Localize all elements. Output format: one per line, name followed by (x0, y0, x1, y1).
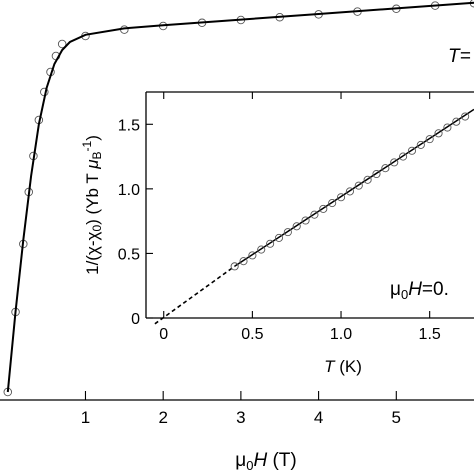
inset-data-point (425, 135, 434, 144)
inset-fit-line (234, 108, 474, 267)
inset-data-point (399, 152, 408, 161)
inset-data-point (416, 140, 425, 149)
main-data-point (57, 39, 67, 49)
inset-data-point (381, 164, 390, 173)
inset-data-point (248, 251, 257, 260)
inset-annotation: μ0H=0. (390, 279, 449, 302)
main-annotation: T= (448, 46, 471, 67)
inset-data-point (328, 199, 337, 208)
inset-panel: 0 0.5 1.0 1.5 0 0.5 1.0 1.5 T (K) 1/(χ-χ0) (Yb… (80, 91, 474, 376)
inset-y-ticks: 0 0.5 1.0 1.5 (118, 117, 153, 328)
inset-extrapolation-line (154, 265, 236, 325)
inset-data-point (336, 193, 346, 202)
inset-data-point (319, 204, 328, 213)
inset-y-tick-label: 1.5 (118, 117, 140, 134)
inset-x-ticks: 0 0.5 1.0 1.5 (159, 92, 441, 343)
inset-x-tick-label: 1.0 (330, 326, 352, 343)
inset-data-point (461, 112, 470, 121)
inset-data-point (372, 169, 381, 179)
inset-data-point (390, 158, 399, 167)
inset-markers (230, 112, 470, 271)
inset-data-point (266, 239, 275, 248)
inset-data-point (434, 129, 443, 138)
inset-data-point (292, 222, 301, 231)
inset-data-point (310, 210, 319, 219)
inset-data-point (443, 123, 452, 132)
inset-data-point (452, 117, 461, 126)
main-x-tick-label: 4 (314, 408, 323, 427)
inset-data-point (239, 257, 248, 266)
inset-data-point (345, 187, 354, 196)
main-x-tick-label: 3 (236, 408, 245, 427)
inset-x-tick-label: 0.5 (241, 326, 263, 343)
inset-y-tick-label: 0.5 (118, 246, 140, 263)
inset-data-point (257, 245, 266, 254)
main-x-tick-label: 5 (392, 408, 401, 427)
inset-y-tick-label: 1.0 (118, 182, 140, 199)
main-fit-line (6, 1, 474, 393)
inset-data-point (230, 262, 239, 271)
main-x-ticks: 1 2 3 4 5 (81, 391, 401, 427)
inset-x-tick-label: 1.5 (419, 326, 441, 343)
inset-data-point (301, 216, 310, 225)
main-x-axis-label: μ0H (T) (235, 450, 296, 473)
inset-background (146, 92, 474, 318)
inset-data-point (363, 175, 372, 184)
inset-x-tick-label: 0 (159, 326, 168, 343)
inset-x-axis-label: T (K) (324, 357, 362, 376)
inset-data-point (274, 233, 284, 242)
main-x-tick-label: 2 (158, 408, 167, 427)
inset-data-point (354, 181, 363, 190)
inset-y-axis-label: 1/(χ-χ0) (Yb T μB-1) (80, 135, 104, 275)
main-x-tick-label: 1 (81, 408, 90, 427)
inset-data-point (407, 146, 416, 155)
inset-data-point (283, 228, 292, 237)
inset-y-tick-label: 0 (131, 311, 140, 328)
